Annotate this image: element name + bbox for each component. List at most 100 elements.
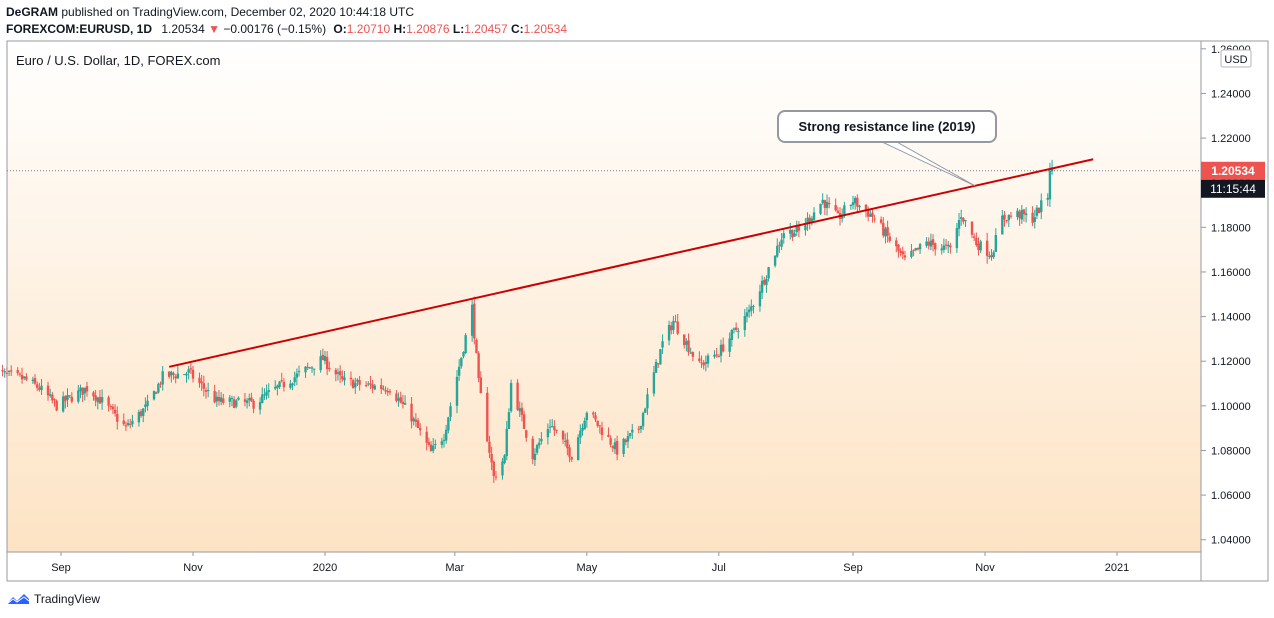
author-name[interactable]: DeGRAM (6, 5, 59, 19)
candle-up (747, 309, 751, 313)
candle-up (245, 400, 249, 403)
callout-box[interactable] (777, 110, 997, 143)
candle-up (274, 386, 277, 389)
candle-up (185, 373, 188, 376)
candle-down (475, 339, 478, 354)
price-change: −0.00176 (−0.15%) (223, 22, 327, 36)
candle-up (918, 244, 922, 250)
candle-down (609, 438, 612, 445)
publish-text: published on TradingView.com, December 0… (61, 5, 415, 19)
candle-down (473, 303, 476, 339)
candle-down (351, 380, 355, 389)
candle-down (888, 236, 891, 241)
candle-up (449, 406, 452, 417)
candle-down (866, 209, 870, 217)
candle-up (293, 377, 296, 383)
candle-up (925, 241, 928, 246)
currency-badge[interactable] (1220, 49, 1252, 68)
tradingview-footer[interactable]: TradingView (6, 592, 100, 606)
candle-up (581, 428, 584, 431)
candle-down (972, 236, 976, 238)
candle-down (531, 438, 534, 460)
candle-down (334, 369, 338, 375)
time-tick-label: Jul (712, 562, 726, 574)
candle-up (1048, 170, 1052, 200)
candle-up (685, 341, 688, 345)
candle-down (525, 430, 528, 438)
candle-down (328, 367, 331, 370)
candle-down (371, 384, 374, 389)
candle-down (944, 244, 948, 246)
time-tick-label: Sep (51, 562, 71, 574)
candle-up (706, 355, 710, 364)
price-tick-label: 1.08000 (1211, 445, 1251, 457)
candle-up (447, 417, 450, 431)
candle-up (979, 241, 982, 251)
time-tick-label: Sep (843, 562, 863, 574)
currency-label: USD (1224, 54, 1247, 66)
candle-up (730, 330, 734, 341)
candle-down (873, 218, 876, 220)
candle-down (222, 398, 225, 403)
tradingview-logo-icon (6, 594, 30, 605)
ohlc-bar: FOREXCOM:EURUSD, 1D 1.20534 ▼ −0.00176 (… (6, 22, 567, 36)
candle-up (992, 252, 995, 258)
candle-down (903, 255, 907, 258)
candle-up (440, 441, 444, 445)
candle-down (81, 387, 84, 395)
candle-up (563, 440, 567, 442)
candle-up (821, 199, 824, 204)
candle-down (895, 240, 898, 247)
chart-title: Euro / U.S. Dollar, 1D, FOREX.com (16, 53, 220, 68)
candle-up (457, 366, 461, 376)
candle-up (397, 398, 400, 401)
candle-down (410, 403, 413, 422)
time-tick-label: Nov (183, 562, 203, 574)
candle-down (155, 392, 158, 394)
plot-background (7, 41, 1201, 552)
candle-up (142, 408, 145, 417)
candle-down (139, 411, 143, 416)
candle-down (306, 366, 309, 368)
candle-up (373, 385, 376, 390)
candle-down (425, 431, 428, 443)
high-value: 1.20876 (406, 22, 450, 36)
down-arrow-icon: ▼ (208, 22, 220, 36)
candle-up (258, 402, 262, 410)
candle-up (267, 390, 270, 392)
candle-down (479, 377, 483, 394)
candle-up (743, 316, 747, 331)
candle-up (639, 425, 643, 430)
candle-down (864, 204, 868, 211)
candle-up (849, 204, 853, 207)
candle-down (1018, 211, 1021, 219)
resistance-line[interactable] (168, 158, 1094, 368)
candle-up (1033, 217, 1036, 222)
candle-up (1001, 215, 1004, 235)
candle-down (92, 392, 95, 397)
candle-down (607, 434, 610, 437)
candle-up (689, 352, 692, 354)
open-value: 1.20710 (346, 22, 391, 36)
candle-up (646, 394, 649, 409)
candle-down (1031, 212, 1034, 223)
candle-down (899, 250, 902, 254)
candle-down (250, 397, 253, 402)
candle-down (823, 200, 827, 209)
candle-down (520, 407, 524, 415)
candle-up (538, 442, 541, 446)
candle-down (897, 244, 900, 252)
time-axis[interactable] (6, 551, 1202, 582)
candle-down (778, 244, 781, 246)
candle-down (129, 424, 132, 426)
price-axis[interactable] (1200, 40, 1269, 582)
candle-down (600, 427, 604, 436)
countdown-tag (1201, 179, 1265, 198)
candle-down (931, 239, 935, 245)
time-tick-label: Nov (975, 562, 995, 574)
candle-down (53, 399, 56, 401)
price-tick-label: 1.16000 (1211, 267, 1251, 279)
candle-down (566, 439, 569, 449)
candle-up (261, 394, 264, 404)
